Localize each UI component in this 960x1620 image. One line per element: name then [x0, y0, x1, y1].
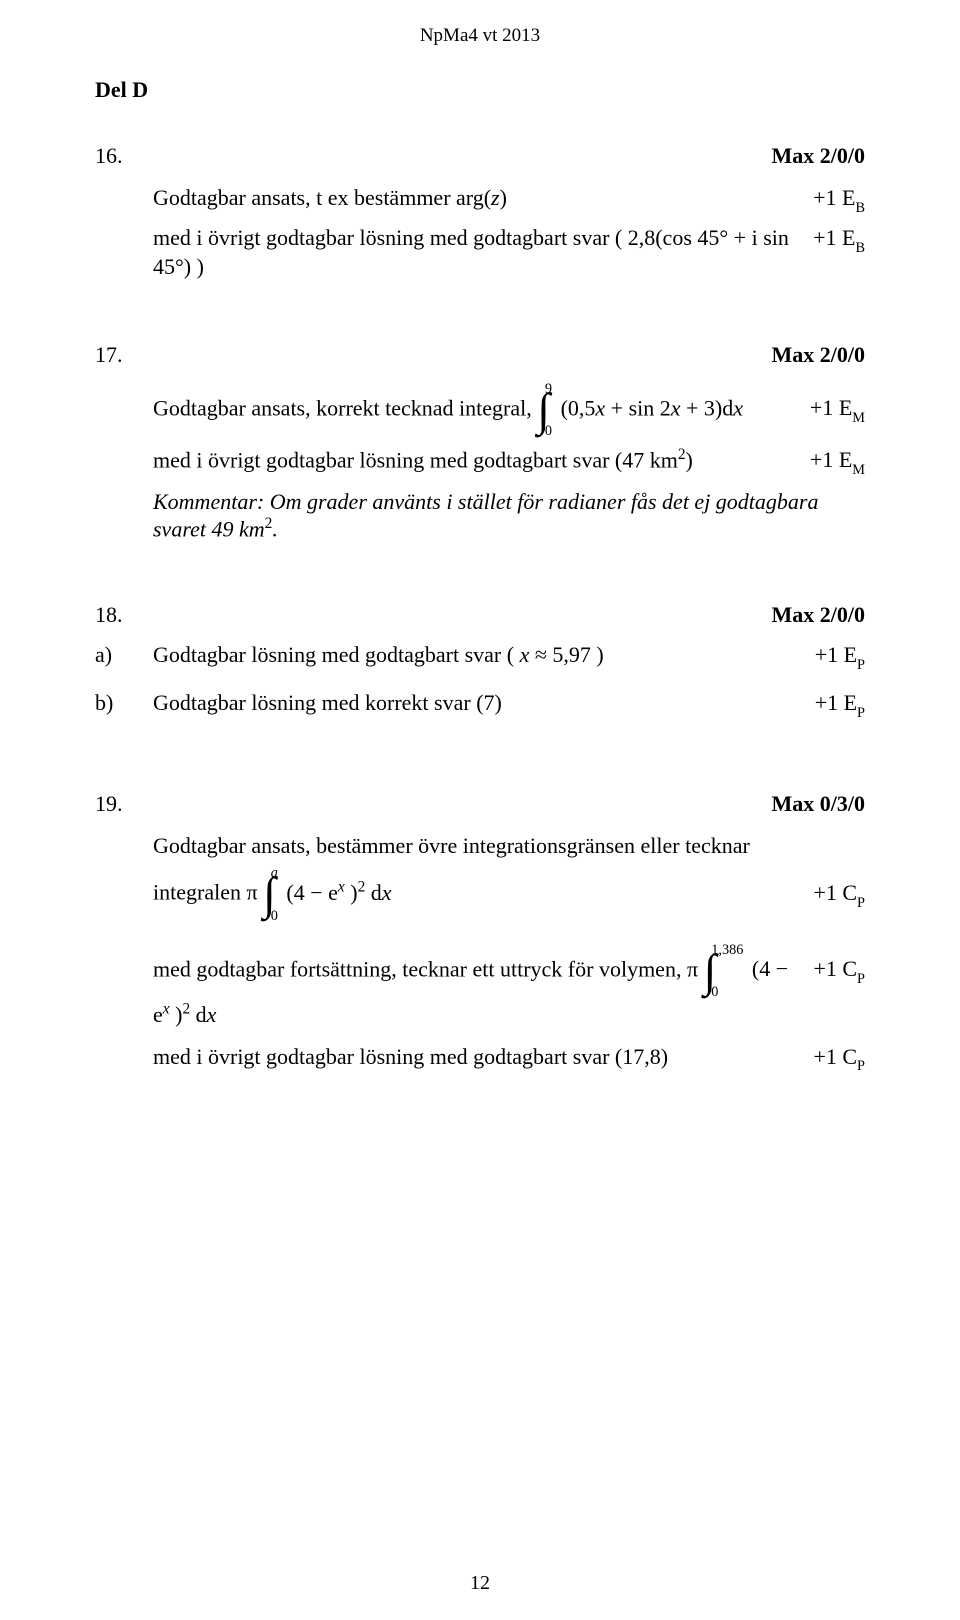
q18-b-rhs: +1 EP — [815, 690, 865, 720]
q19-line2-prefix: integralen π — [153, 880, 258, 905]
q16-line2-sub: B — [855, 240, 865, 256]
q19-line2-score: +1 C — [813, 880, 857, 905]
q19-line4: med i övrigt godtagbar lösning med godta… — [153, 1042, 865, 1076]
q19-line2-sub: P — [857, 895, 865, 911]
q17-line1-rhs: +1 EM — [810, 393, 865, 427]
q17-line1-score: +1 E — [810, 395, 852, 420]
integral-limits: 9 0 — [545, 382, 552, 439]
integral-icon: ∫ 1,386 0 — [704, 943, 747, 1000]
q18-b-body: Godtagbar lösning med korrekt svar (7) +… — [153, 690, 865, 720]
q19-line3-rhs: +1 CP — [813, 954, 865, 988]
q19-max: Max 0/3/0 — [772, 791, 866, 817]
integral-icon: ∫ 9 0 — [537, 382, 555, 439]
q17-line2-rhs: +1 EM — [810, 445, 865, 479]
q16-line1: Godtagbar ansats, t ex bestämmer arg(z) … — [153, 183, 865, 217]
q16-line1-score: +1 E — [813, 185, 855, 210]
q17-max: Max 2/0/0 — [772, 342, 866, 368]
q19-line4-rhs: +1 CP — [813, 1042, 865, 1076]
q19-header-row: 19. Max 0/3/0 — [95, 791, 865, 817]
exp-x: x — [163, 1001, 170, 1018]
int-lower: 0 — [271, 909, 278, 923]
q17-line1-sub: M — [852, 410, 865, 426]
q19-line2-rhs: +1 CP — [813, 878, 865, 912]
q19-line3-lhs: med godtagbar fortsättning, tecknar ett … — [153, 943, 813, 1030]
q17-line2-score: +1 E — [810, 447, 852, 472]
q16-header-row: 16. Max 2/0/0 — [95, 143, 865, 169]
int-lower: 0 — [545, 424, 552, 438]
q19-line3-prefix: med godtagbar fortsättning, tecknar ett … — [153, 956, 704, 981]
q17-line2-pre: med i övrigt godtagbar lösning med godta… — [153, 447, 678, 472]
q17-line2: med i övrigt godtagbar lösning med godta… — [153, 445, 865, 479]
q19-line2: integralen π ∫ a 0 (4 − ex )2 dx +1 CP — [153, 866, 865, 923]
q18-a-sub: P — [857, 657, 865, 673]
int-upper: 1,386 — [711, 943, 743, 957]
q16-line1-rhs: +1 EB — [813, 183, 865, 217]
q18-a-rhs: +1 EP — [815, 642, 865, 672]
q18-b-sub: P — [857, 705, 865, 721]
q18-b-lhs: Godtagbar lösning med korrekt svar (7) — [153, 690, 815, 716]
q16-number: 16. — [95, 143, 123, 169]
q16-line1-text: Godtagbar ansats, t ex bestämmer arg(z) — [153, 185, 507, 210]
q16-body: Godtagbar ansats, t ex bestämmer arg(z) … — [153, 183, 865, 282]
q16-max: Max 2/0/0 — [772, 143, 866, 169]
q18-a-lhs: Godtagbar lösning med godtagbart svar ( … — [153, 642, 815, 668]
q19-line1-lhs: Godtagbar ansats, bestämmer övre integra… — [153, 831, 865, 861]
integral-icon: ∫ a 0 — [263, 866, 281, 923]
q17-number: 17. — [95, 342, 123, 368]
q19-number: 19. — [95, 791, 123, 817]
q17-comment: Kommentar: Om grader använts i stället f… — [153, 489, 865, 542]
q18-b-score: +1 E — [815, 690, 857, 715]
integral-limits: 1,386 0 — [711, 943, 743, 1000]
q18-max: Max 2/0/0 — [772, 602, 866, 628]
q18-a-body: Godtagbar lösning med godtagbart svar ( … — [153, 642, 865, 672]
exp-x: x — [338, 878, 345, 895]
q16-line2-rhs: +1 EB — [813, 223, 865, 257]
q17-line2-post: ) — [686, 447, 693, 472]
section-title: Del D — [95, 77, 865, 103]
int-upper: a — [271, 866, 278, 880]
q17-line1: Godtagbar ansats, korrekt tecknad integr… — [153, 382, 865, 439]
integral-limits: a 0 — [271, 866, 278, 923]
q19-line2-lhs: integralen π ∫ a 0 (4 − ex )2 dx — [153, 866, 813, 923]
page-container: NpMa4 vt 2013 Del D 16. Max 2/0/0 Godtag… — [0, 0, 960, 1620]
q19-line4-score: +1 C — [813, 1044, 857, 1069]
q19-line1: Godtagbar ansats, bestämmer övre integra… — [153, 831, 865, 861]
sq: 2 — [358, 878, 366, 895]
q19-line2-intbody: (4 − ex )2 dx — [286, 880, 391, 905]
q17-comment-post: . — [272, 516, 278, 541]
q16-line1-lhs: Godtagbar ansats, t ex bestämmer arg(z) — [153, 183, 813, 213]
page-number: 12 — [0, 1572, 960, 1595]
q19-line3-score: +1 C — [813, 956, 857, 981]
q17-line2-lhs: med i övrigt godtagbar lösning med godta… — [153, 445, 810, 475]
q17-body: Godtagbar ansats, korrekt tecknad integr… — [153, 382, 865, 542]
q16-line1-sub: B — [855, 200, 865, 216]
q17-line1-lhs: Godtagbar ansats, korrekt tecknad integr… — [153, 382, 810, 439]
q16-line2-score: +1 E — [813, 225, 855, 250]
int-lower: 0 — [711, 985, 743, 999]
page-header: NpMa4 vt 2013 — [95, 25, 865, 47]
q19-body: Godtagbar ansats, bestämmer övre integra… — [153, 831, 865, 1076]
q17-line1-intbody: (0,5x + sin 2x + 3)dx — [561, 395, 743, 420]
q16-line2: med i övrigt godtagbar lösning med godta… — [153, 223, 865, 282]
q19-line3-sub: P — [857, 971, 865, 987]
q19-line4-lhs: med i övrigt godtagbar lösning med godta… — [153, 1042, 813, 1072]
q18-b-row: b) Godtagbar lösning med korrekt svar (7… — [95, 690, 865, 720]
q18-a-score: +1 E — [815, 642, 857, 667]
q17-line1-prefix: Godtagbar ansats, korrekt tecknad integr… — [153, 395, 537, 420]
int-upper: 9 — [545, 382, 552, 396]
q17-header-row: 17. Max 2/0/0 — [95, 342, 865, 368]
q17-line2-sup: 2 — [678, 446, 686, 463]
q17-line2-sub: M — [852, 462, 865, 478]
q19-line3: med godtagbar fortsättning, tecknar ett … — [153, 943, 865, 1030]
q18-a-row: a) Godtagbar lösning med godtagbart svar… — [95, 642, 865, 672]
q18-b-letter: b) — [95, 690, 153, 716]
q18-a-letter: a) — [95, 642, 153, 668]
q17-comment-pre: Kommentar: Om grader använts i stället f… — [153, 489, 818, 541]
q18-header-row: 18. Max 2/0/0 — [95, 602, 865, 628]
sq: 2 — [182, 1001, 190, 1018]
q16-line2-lhs: med i övrigt godtagbar lösning med godta… — [153, 223, 813, 282]
q19-line4-sub: P — [857, 1058, 865, 1074]
q18-number: 18. — [95, 602, 123, 628]
